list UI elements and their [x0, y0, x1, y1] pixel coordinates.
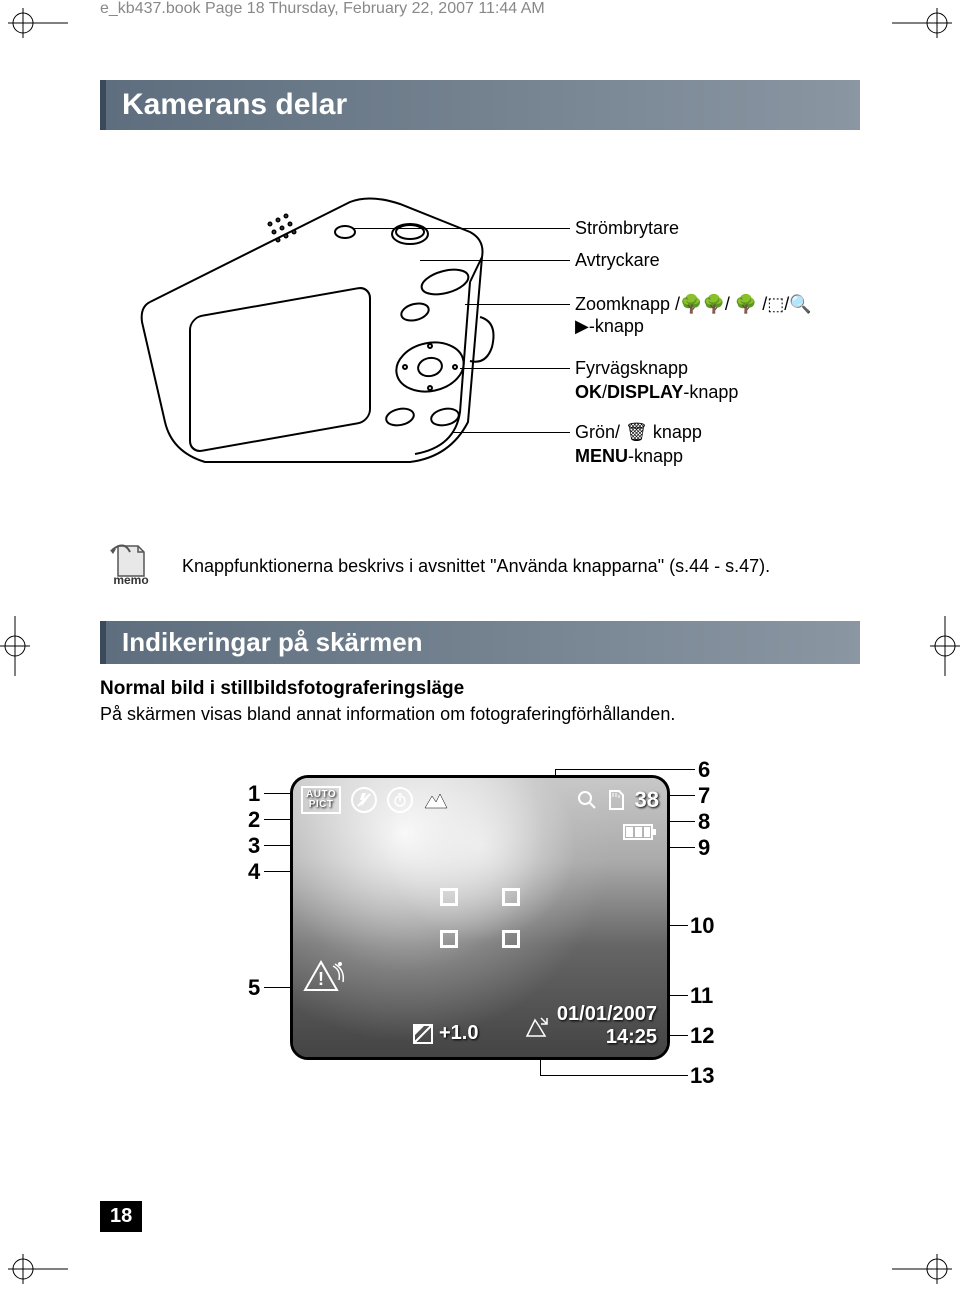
num-6: 6 [698, 757, 710, 783]
running-head: e_kb437.book Page 18 Thursday, February … [100, 0, 545, 18]
crop-mark-bl [8, 1254, 68, 1284]
num-11: 11 [690, 983, 713, 1009]
num-8: 8 [698, 809, 710, 835]
mountain-icon [423, 790, 449, 810]
num-2: 2 [248, 807, 260, 833]
auto-pict-icon: AUTO PICT [301, 786, 341, 814]
battery-icon [623, 822, 657, 847]
shot-count: 38 [635, 787, 659, 813]
timer-icon [387, 787, 413, 813]
subtitle-bold: Normal bild i stillbildsfotograferingslä… [100, 678, 860, 700]
svg-text:!: ! [318, 969, 324, 989]
label-zoom: Zoomknapp /🌳🌳/ 🌳 /⬚/🔍 [575, 294, 812, 315]
camera-diagram: Strömbrytare Avtryckare Zoomknapp /🌳🌳/ 🌳… [100, 142, 860, 522]
lcd-diagram: 1 2 3 4 5 6 7 8 9 10 11 12 13 [220, 745, 740, 1125]
label-green: Grön/ 🗑 knapp [575, 422, 702, 443]
flash-off-icon [351, 787, 377, 813]
page-number: 18 [100, 1201, 142, 1232]
camera-line-art [110, 162, 540, 502]
memo-text: Knappfunktionerna beskrivs i avsnittet "… [182, 554, 770, 579]
label-playback: ▶-knapp [575, 316, 644, 337]
num-9: 9 [698, 835, 710, 861]
ev-compensation: +1.0 [413, 1022, 478, 1045]
section-title-2: Indikeringar på skärmen [100, 621, 860, 664]
shake-warning-icon: ! [303, 958, 347, 1001]
focus-frame [440, 888, 520, 948]
ev-value: +1.0 [439, 1022, 478, 1045]
date-text: 01/01/2007 [557, 1003, 657, 1026]
memo-icon: memo [110, 542, 166, 591]
num-7: 7 [698, 783, 710, 809]
label-power: Strömbrytare [575, 218, 679, 239]
body-text: På skärmen visas bland annat information… [100, 704, 860, 725]
crop-mark-tr [892, 8, 952, 38]
num-4: 4 [248, 859, 260, 885]
label-shutter: Avtryckare [575, 250, 660, 271]
num-13: 13 [690, 1063, 714, 1089]
section-title-1: Kamerans delar [100, 80, 860, 130]
memory-card-icon [607, 789, 625, 811]
num-1: 1 [248, 781, 260, 807]
time-text: 14:25 [557, 1026, 657, 1049]
num-12: 12 [690, 1023, 714, 1049]
crop-mark-tl [8, 8, 68, 38]
magnify-icon [577, 790, 597, 810]
crop-mark-br [892, 1254, 952, 1284]
num-10: 10 [690, 913, 714, 939]
label-fourway: Fyrvägsknapp [575, 358, 688, 379]
crop-mark-ml [0, 616, 30, 676]
num-5: 5 [248, 975, 260, 1001]
crop-mark-mr [930, 616, 960, 676]
label-menu: MENU-knapp [575, 446, 683, 467]
num-3: 3 [248, 833, 260, 859]
label-okdisplay: OK/DISPLAY-knapp [575, 382, 738, 403]
world-time-icon [525, 1016, 549, 1043]
lcd-frame: AUTO PICT [290, 775, 670, 1060]
svg-text:memo: memo [113, 573, 148, 586]
